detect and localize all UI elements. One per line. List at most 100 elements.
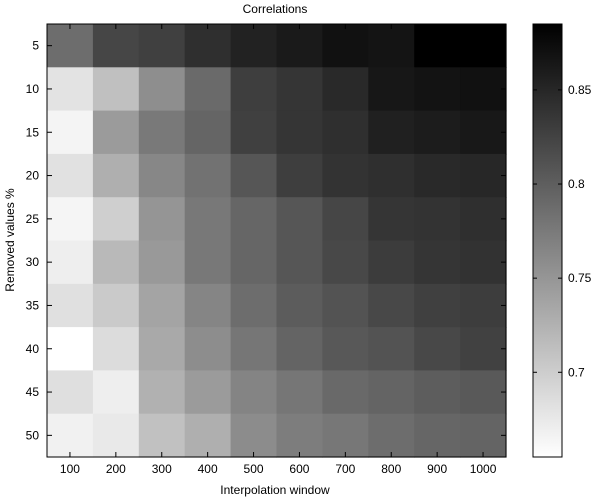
colorbar-tick-label: 0.7 bbox=[568, 365, 585, 379]
heatmap-cell bbox=[184, 413, 232, 458]
heatmap-cell bbox=[368, 24, 415, 68]
heatmap-cell bbox=[276, 413, 323, 458]
heatmap-cell bbox=[184, 240, 232, 285]
y-tick-label: 25 bbox=[26, 212, 40, 226]
heatmap-cell bbox=[368, 153, 415, 198]
heatmap-cell bbox=[230, 24, 278, 68]
heatmap-cell bbox=[322, 197, 369, 242]
heatmap-cell bbox=[368, 197, 415, 242]
heatmap-cell bbox=[460, 153, 507, 198]
heatmap-cell bbox=[138, 24, 186, 68]
heatmap-cell bbox=[138, 413, 186, 458]
heatmap-cell bbox=[414, 283, 461, 328]
x-tick-label: 1000 bbox=[470, 462, 497, 476]
heatmap-cell bbox=[138, 67, 186, 112]
colorbar-tick-label: 0.85 bbox=[568, 83, 592, 97]
y-tick-label: 45 bbox=[26, 385, 40, 399]
heatmap-cell bbox=[138, 283, 186, 328]
y-tick-label: 40 bbox=[26, 342, 40, 356]
heatmap-cell bbox=[47, 413, 94, 458]
heatmap-cell bbox=[322, 24, 369, 68]
heatmap-cell bbox=[184, 110, 232, 155]
heatmap-cell bbox=[276, 370, 323, 415]
heatmap-cell bbox=[138, 110, 186, 155]
heatmap-cell bbox=[92, 197, 140, 242]
heatmap-cell bbox=[322, 370, 369, 415]
heatmap-cell bbox=[92, 153, 140, 198]
heatmap-cell bbox=[184, 24, 232, 68]
y-tick-label: 30 bbox=[26, 255, 40, 269]
x-tick-label: 500 bbox=[244, 462, 264, 476]
heatmap-cell bbox=[230, 197, 278, 242]
heatmap-cell bbox=[276, 110, 323, 155]
heatmap-cell bbox=[460, 24, 507, 68]
heatmap-cell bbox=[276, 197, 323, 242]
heatmap-cell bbox=[184, 67, 232, 112]
heatmap-cell bbox=[460, 197, 507, 242]
heatmap-cell bbox=[414, 327, 461, 371]
heatmap-cell bbox=[92, 67, 140, 112]
x-tick-label: 300 bbox=[152, 462, 172, 476]
heatmap-cell bbox=[322, 413, 369, 458]
heatmap-cell bbox=[322, 110, 369, 155]
heatmap-cell bbox=[414, 153, 461, 198]
heatmap-cells bbox=[47, 24, 507, 458]
heatmap-cell bbox=[368, 370, 415, 415]
heatmap-cell bbox=[368, 413, 415, 458]
heatmap-cell bbox=[92, 240, 140, 285]
y-tick-label: 5 bbox=[32, 39, 39, 53]
heatmap-cell bbox=[184, 197, 232, 242]
heatmap-cell bbox=[276, 67, 323, 112]
y-axis-label: Removed values % bbox=[3, 188, 17, 292]
heatmap-cell bbox=[460, 327, 507, 371]
heatmap-cell bbox=[460, 67, 507, 112]
y-tick-label: 20 bbox=[26, 169, 40, 183]
heatmap-cell bbox=[230, 327, 278, 371]
heatmap-cell bbox=[368, 327, 415, 371]
x-tick-label: 800 bbox=[381, 462, 401, 476]
y-axis-ticks: 5 10 15 20 25 30 35 40 45 50 bbox=[26, 39, 506, 442]
plot-frame bbox=[46, 23, 507, 458]
heatmap-cell bbox=[138, 240, 186, 285]
heatmap-cell bbox=[47, 153, 94, 198]
colorbar-tick-label: 0.75 bbox=[568, 271, 592, 285]
heatmap-cell bbox=[414, 413, 461, 458]
heatmap-cell bbox=[230, 283, 278, 328]
x-axis-label: Interpolation window bbox=[220, 483, 330, 497]
heatmap-cell bbox=[92, 110, 140, 155]
heatmap-cell bbox=[138, 327, 186, 371]
heatmap-cell bbox=[47, 327, 94, 371]
heatmap-cell bbox=[184, 153, 232, 198]
heatmap-cell bbox=[92, 283, 140, 328]
x-tick-label: 100 bbox=[60, 462, 80, 476]
heatmap-cell bbox=[414, 197, 461, 242]
heatmap-cell bbox=[47, 197, 94, 242]
y-tick-label: 50 bbox=[26, 428, 40, 442]
heatmap-cell bbox=[322, 240, 369, 285]
heatmap-cell bbox=[276, 283, 323, 328]
heatmap-cell bbox=[92, 327, 140, 371]
heatmap-cell bbox=[184, 370, 232, 415]
heatmap-cell bbox=[230, 413, 278, 458]
x-tick-label: 900 bbox=[427, 462, 447, 476]
y-tick-label: 35 bbox=[26, 298, 40, 312]
heatmap-cell bbox=[276, 153, 323, 198]
heatmap-cell bbox=[322, 153, 369, 198]
heatmap-cell bbox=[92, 24, 140, 68]
x-tick-label: 400 bbox=[198, 462, 218, 476]
heatmap-cell bbox=[47, 283, 94, 328]
heatmap-cell bbox=[322, 327, 369, 371]
heatmap-cell bbox=[276, 327, 323, 371]
heatmap-cell bbox=[47, 24, 94, 68]
heatmap-cell bbox=[322, 283, 369, 328]
x-tick-label: 200 bbox=[106, 462, 126, 476]
colorbar-ticks: 0.7 0.75 0.8 0.85 bbox=[533, 83, 592, 379]
heatmap-cell bbox=[414, 370, 461, 415]
heatmap-cell bbox=[47, 370, 94, 415]
heatmap-cell bbox=[47, 110, 94, 155]
y-tick-label: 10 bbox=[26, 82, 40, 96]
heatmap-cell bbox=[460, 110, 507, 155]
y-tick-label: 15 bbox=[26, 125, 40, 139]
colorbar bbox=[532, 23, 563, 458]
